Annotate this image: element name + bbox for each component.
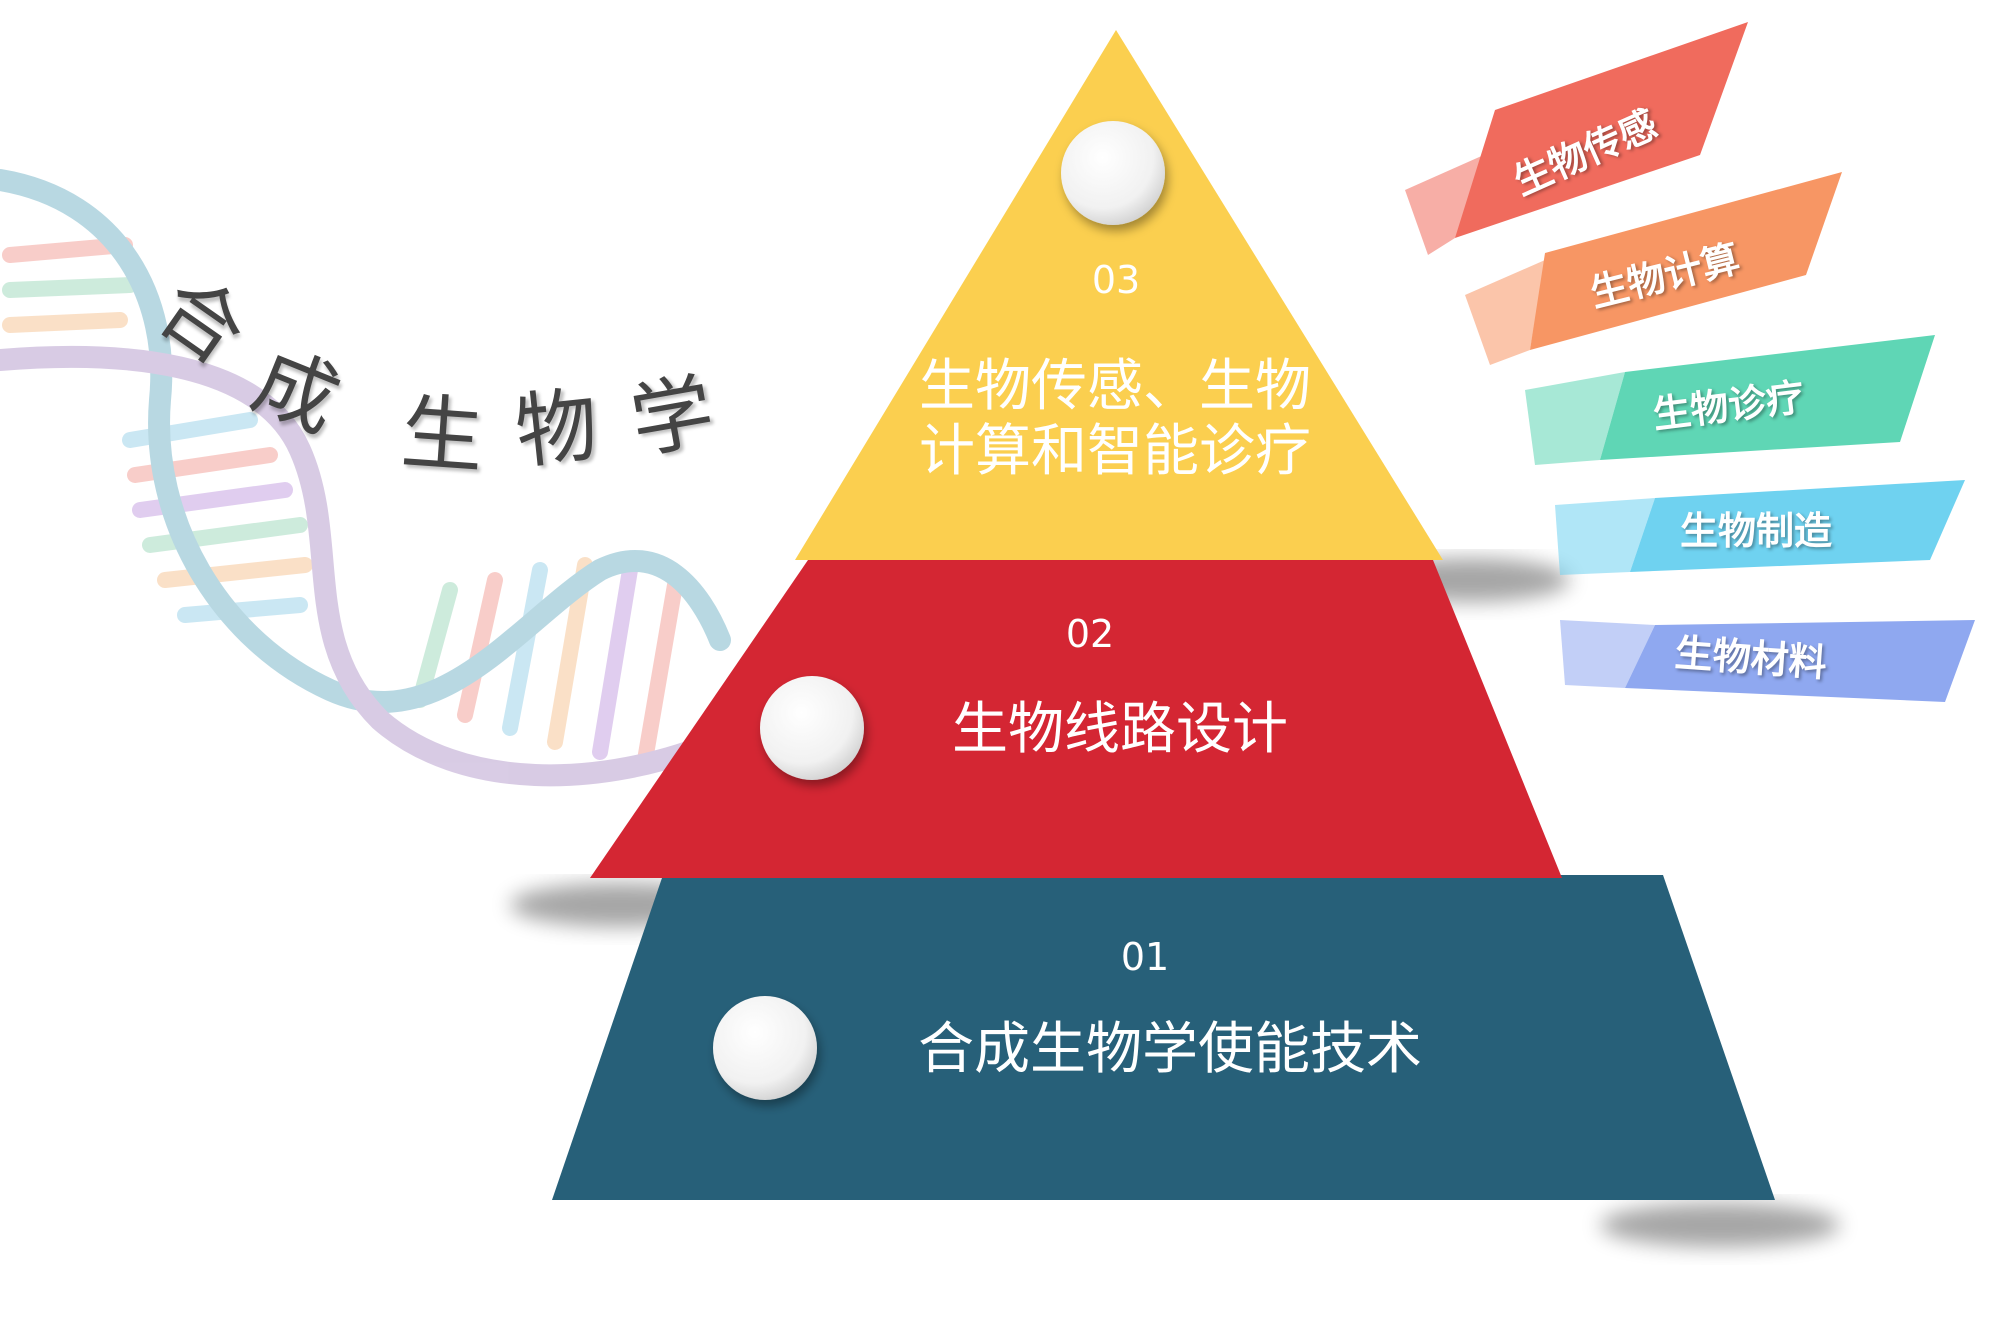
flag-body	[1600, 335, 1935, 460]
heading-char: 物	[511, 377, 603, 481]
tier-shadow	[1600, 1203, 1840, 1247]
flag-body	[1625, 620, 1975, 702]
tier-ball-middle	[760, 676, 864, 780]
tier-bottom-title: 合成生物学使能技术	[918, 1017, 1422, 1082]
flag-fold	[1465, 260, 1545, 365]
tier-bottom-number: 01	[1120, 935, 1170, 979]
tier-ball-top	[1061, 121, 1165, 225]
flag-fold	[1555, 498, 1655, 575]
pyramid-tier-top	[795, 30, 1443, 560]
flag-fold	[1560, 620, 1655, 688]
dna-helix-decoration	[0, 169, 731, 787]
tier-middle-number: 02	[1065, 612, 1115, 656]
flag-fold	[1405, 150, 1495, 255]
flag-body	[1630, 480, 1965, 572]
tier-ball-bottom	[713, 996, 817, 1100]
pyramid-tier-bottom	[552, 875, 1775, 1200]
flag-label-biomanufacturing: 生物制造	[1680, 509, 1833, 553]
flag-biomaterials	[1560, 620, 1975, 702]
pyramid-tier-middle	[590, 560, 1562, 878]
tier-middle-title: 生物线路设计	[952, 697, 1288, 762]
tier-top-number: 03	[1091, 258, 1141, 302]
flag-biomanufacturing	[1555, 480, 1965, 575]
flag-label-biomaterials: 生物材料	[1673, 630, 1829, 686]
tier-top-title-line2: 计算和智能诊疗	[919, 419, 1311, 484]
ribbon-flags	[1405, 22, 1975, 702]
flag-biocomputing	[1465, 172, 1842, 365]
flag-biosensing	[1405, 22, 1748, 255]
heading-char: 生	[398, 385, 487, 486]
flag-body	[1455, 22, 1748, 238]
tier-top-title-line1: 生物传感、生物	[919, 354, 1311, 419]
flag-biotherapy	[1525, 335, 1935, 465]
flag-fold	[1525, 372, 1625, 465]
flag-body	[1530, 172, 1842, 350]
